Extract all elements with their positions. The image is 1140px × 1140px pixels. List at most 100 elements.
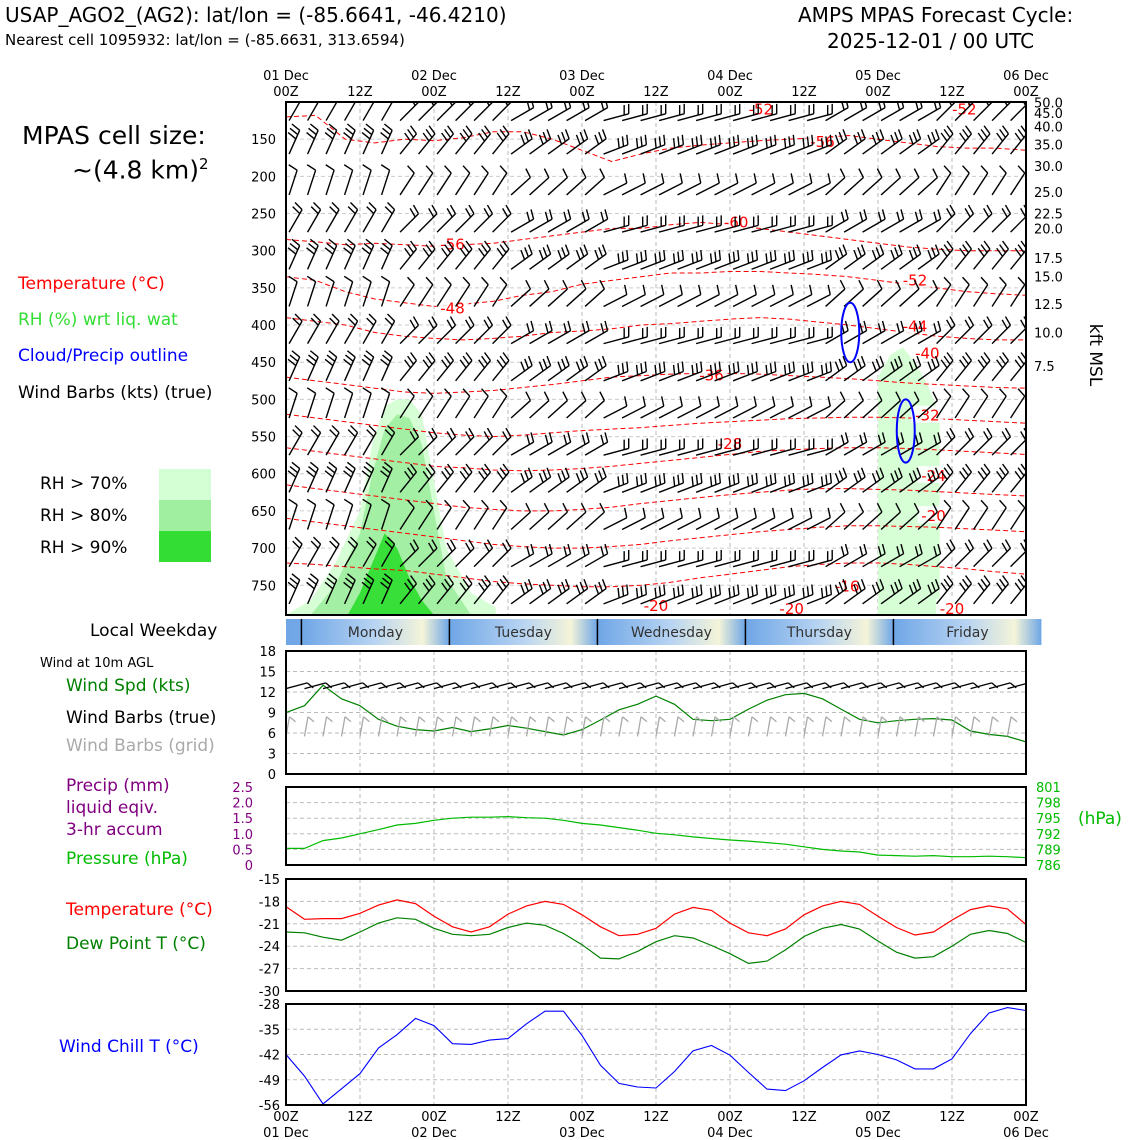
wind-barb-feather — [940, 470, 948, 480]
panel-frame — [285, 786, 1027, 866]
true-wind-barb — [359, 682, 382, 690]
wind-barb-feather — [383, 123, 393, 131]
wind-barb-feather — [459, 359, 467, 369]
top-hour-label: 00Z — [421, 85, 447, 100]
wind-barb-feather — [677, 363, 680, 374]
wind-barb-shaft — [917, 177, 938, 196]
wind-barb-feather — [732, 136, 736, 147]
wind-barb-feather — [601, 355, 607, 366]
pressure-axis-tick: 500 — [251, 393, 276, 408]
wind-barb-shaft — [362, 281, 372, 307]
wind-barb-feather — [346, 238, 356, 247]
wind-barb-feather — [999, 128, 1007, 138]
wind-barb-feather — [771, 507, 776, 518]
wind-barb-feather — [1004, 427, 1012, 438]
wind-barb-feather — [600, 102, 605, 111]
cell-size-title: MPAS cell size: — [22, 121, 206, 150]
wind-barb-feather — [802, 364, 805, 375]
wind-barb-feather — [350, 202, 359, 211]
wind-barb-feather — [808, 173, 813, 184]
wind-barb-feather — [306, 387, 316, 394]
wind-barb-feather — [746, 253, 750, 264]
panel-frame — [285, 650, 1027, 775]
wind-barb-feather — [859, 211, 864, 222]
nearest-cell-info: Nearest cell 1095932: lat/lon = (-85.663… — [5, 31, 405, 49]
wind-barb-feather — [425, 244, 433, 254]
wind-barb-shaft — [510, 364, 533, 382]
grid-wind-barb — [803, 716, 809, 737]
wind-barb-feather — [1014, 470, 1022, 480]
wind-barb-feather — [407, 355, 415, 365]
grid-wind-barb-feather — [992, 716, 999, 723]
wind-barb-feather — [368, 425, 377, 434]
wind-barb-feather — [983, 240, 991, 250]
wind-barb-feather — [769, 474, 773, 485]
wind-barb-feather — [876, 279, 883, 290]
wind-barb-feather — [361, 358, 371, 367]
wind-barb-feather — [709, 476, 713, 487]
wind-barb-feather — [582, 102, 586, 111]
wind-barb-feather — [465, 575, 473, 585]
wind-barb-feather — [599, 502, 606, 513]
wind-barb-shaft — [566, 400, 587, 419]
wind-barb-feather — [309, 123, 319, 131]
precip-tick: 1.5 — [232, 812, 253, 827]
wind-barb-feather — [581, 546, 586, 557]
wind-barb-feather — [644, 472, 648, 484]
grid-wind-barb — [359, 716, 365, 737]
wind-barb-shaft — [825, 400, 846, 419]
wind-barb-shaft — [547, 400, 568, 419]
wind-barb-feather — [343, 164, 353, 171]
wind-barb-feather — [623, 284, 628, 295]
wind-barb-feather — [561, 581, 566, 592]
wind-barb-feather — [943, 244, 951, 254]
wind-barb-feather — [753, 507, 757, 518]
wind-barb-shaft — [788, 405, 813, 419]
wind-barb-feather — [900, 320, 905, 331]
wind-barb-feather — [999, 355, 1007, 365]
wind-barb-feather — [428, 208, 435, 218]
kft-msl-axis-label: kft MSL — [1085, 324, 1105, 387]
wind-barb-shaft — [306, 281, 317, 307]
wind-barb-feather — [575, 134, 581, 145]
wind-barb-shaft — [880, 400, 901, 419]
wind-barb-feather — [585, 209, 590, 220]
wind-barb-feather — [331, 313, 340, 322]
wind-barb-feather — [806, 251, 810, 262]
wind-barb-feather — [544, 434, 549, 445]
wind-barb-feather — [601, 129, 607, 140]
wind-barb-feather — [585, 543, 590, 554]
grid-wind-barb-feather — [418, 716, 426, 723]
forecast-cycle-title: AMPS MPAS Forecast Cycle: — [798, 3, 1074, 27]
wind-barb-feather — [524, 131, 529, 142]
wind-barb-shaft — [454, 284, 471, 307]
wind-barb-feather — [825, 586, 828, 597]
wind-barb-feather — [465, 542, 472, 552]
wind-barb-feather — [983, 431, 990, 441]
wind-barb-shaft — [769, 517, 794, 531]
true-wind-barb — [933, 682, 955, 690]
wind-barb-feather — [986, 539, 993, 549]
precip-tick: 1.0 — [232, 828, 253, 843]
wind-barb-feather — [700, 361, 703, 372]
wind-barb-feather — [524, 470, 529, 481]
wind-barb-shaft — [473, 324, 493, 345]
wind-barb-feather — [567, 432, 572, 443]
wind-barb-shaft — [547, 177, 568, 196]
wind-barb-feather — [557, 584, 563, 595]
wind-chill-label: Wind Chill T (°C) — [59, 1037, 199, 1057]
wind-barb-shaft — [899, 177, 920, 196]
true-wind-barb-feather — [1047, 683, 1053, 688]
wind-barb-feather — [783, 253, 787, 264]
wind-barb-feather — [496, 470, 504, 480]
wind-barb-shaft — [862, 253, 885, 270]
wind-barb-feather — [677, 251, 680, 262]
wind-barb-feather — [853, 361, 859, 372]
wind-barb-feather — [481, 128, 489, 138]
wind-barb-shaft — [825, 511, 846, 531]
wind-barb-feather — [380, 387, 390, 394]
wind-barb-feather — [428, 240, 436, 250]
wind-barb-feather — [563, 546, 568, 557]
wind-barb-shaft — [566, 177, 587, 196]
wind-barb-feather — [991, 102, 993, 103]
